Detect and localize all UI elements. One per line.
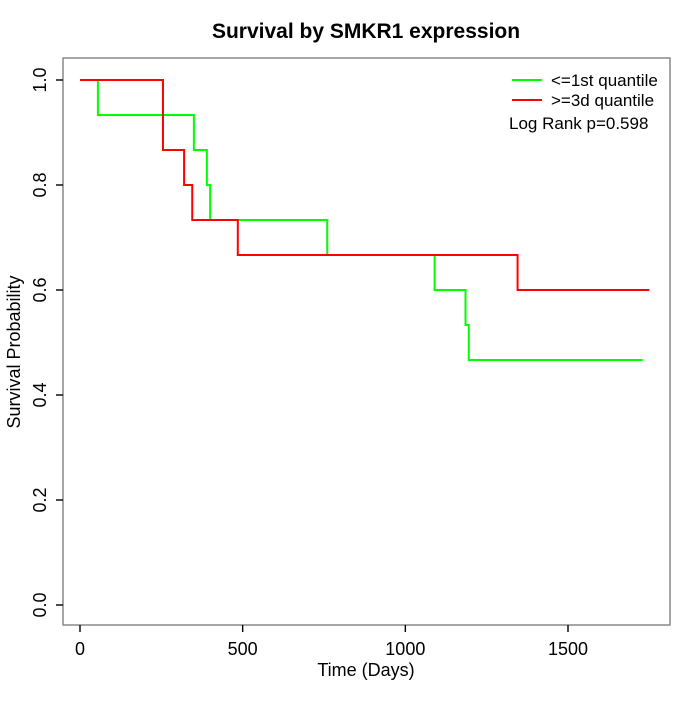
y-axis-label: Survival Probability <box>4 275 24 428</box>
legend-label-low-quantile: <=1st quantile <box>551 71 658 90</box>
survival-curves <box>80 79 650 361</box>
x-axis-label: Time (Days) <box>317 660 414 680</box>
survival-curve-red <box>80 79 650 291</box>
x-tick-label: 0 <box>75 639 85 659</box>
x-tick-label: 500 <box>228 639 258 659</box>
y-axis: 0.0 0.2 0.4 0.6 0.8 1.0 <box>30 67 63 618</box>
y-tick-label: 0.2 <box>30 487 50 512</box>
legend: <=1st quantile >=3d quantile Log Rank p=… <box>509 71 658 133</box>
plot-border <box>62 57 671 626</box>
x-tick-label: 1000 <box>385 639 425 659</box>
legend-label-high-quantile: >=3d quantile <box>551 91 654 110</box>
y-tick-label: 0.0 <box>30 592 50 617</box>
y-tick-label: 0.6 <box>30 277 50 302</box>
y-tick-label: 0.4 <box>30 382 50 407</box>
chart-title: Survival by SMKR1 expression <box>212 20 520 43</box>
log-rank-annotation: Log Rank p=0.598 <box>509 114 648 133</box>
survival-curve-green <box>80 79 643 361</box>
x-axis: 0 500 1000 1500 <box>75 625 588 659</box>
x-tick-label: 1500 <box>548 639 588 659</box>
y-tick-label: 0.8 <box>30 172 50 197</box>
y-tick-label: 1.0 <box>30 67 50 92</box>
